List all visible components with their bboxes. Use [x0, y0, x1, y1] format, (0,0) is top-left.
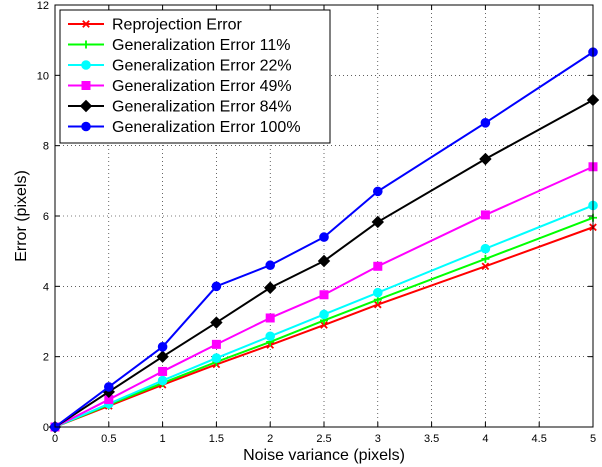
- x-tick-label: 4.5: [532, 433, 547, 445]
- data-point: [373, 186, 383, 197]
- ticks: 0 0.5 1 1.5 2 2.5 3 3.5 4 4.5 5 0 2 4 6 8 10 12: [37, 0, 596, 445]
- data-point: [157, 375, 168, 386]
- legend-box: [59, 9, 331, 144]
- data-point: [480, 118, 491, 128]
- data-point: [265, 313, 275, 323]
- legend: Reprojection Error Generalization Error 1…: [59, 9, 331, 144]
- data-point: [158, 366, 168, 376]
- legend-swatch-marker: [81, 121, 91, 132]
- legend-swatch-marker: [79, 99, 93, 113]
- data-point: [156, 350, 169, 363]
- legend-swatch-marker: [82, 20, 90, 28]
- data-point: [104, 382, 114, 392]
- x-tick-label: 3: [375, 433, 381, 445]
- data-point: [480, 210, 490, 220]
- data-point: [480, 243, 491, 254]
- data-point: [263, 281, 277, 294]
- y-tick-label: 4: [43, 281, 49, 293]
- legend-swatch-marker: [81, 60, 91, 70]
- x-tick-label: 2: [267, 433, 273, 445]
- x-axis-title: Noise variance (pixels): [243, 447, 405, 464]
- data-point: [479, 152, 492, 166]
- legend-label: Generalization Error 84%: [112, 99, 292, 116]
- data-point: [265, 331, 276, 342]
- y-tick-label: 10: [37, 70, 49, 82]
- x-tick-label: 2.5: [316, 433, 331, 445]
- data-point: [211, 353, 222, 363]
- x-tick-label: 1.5: [209, 433, 224, 445]
- x-tick-label: 4: [482, 433, 488, 445]
- y-tick-label: 0: [43, 422, 49, 434]
- x-tick-label: 3.5: [424, 433, 439, 445]
- data-point: [157, 342, 168, 352]
- data-point: [481, 254, 490, 263]
- legend-item: Generalization Error 49%: [68, 78, 292, 95]
- data-point: [265, 260, 276, 271]
- legend-item: Generalization Error 11%: [68, 37, 290, 54]
- data-point: [320, 321, 328, 329]
- y-axis-title: Error (pixels): [13, 170, 30, 262]
- x-tick-label: 5: [590, 433, 596, 445]
- legend-label: Generalization Error 22%: [112, 58, 292, 75]
- y-tick-label: 12: [37, 0, 49, 12]
- x-tick-label: 0.5: [101, 433, 116, 445]
- legend-item: Generalization Error 84%: [68, 99, 292, 116]
- series-layer: [48, 47, 600, 434]
- legend-label: Generalization Error 100%: [112, 119, 301, 136]
- data-point: [373, 287, 383, 298]
- legend-label: Generalization Error 49%: [112, 78, 292, 95]
- legend-item: Generalization Error 22%: [68, 58, 292, 75]
- data-point: [211, 339, 221, 349]
- data-point: [210, 316, 223, 329]
- legend-item: Reprojection Error: [68, 17, 243, 34]
- legend-label: Generalization Error 11%: [112, 37, 290, 54]
- legend-label: Reprojection Error: [112, 17, 243, 34]
- data-point: [371, 215, 385, 229]
- y-tick-label: 8: [43, 141, 49, 153]
- y-tick-label: 2: [43, 352, 49, 364]
- legend-swatch-marker: [82, 40, 90, 49]
- data-point: [317, 254, 331, 268]
- data-point: [373, 300, 382, 309]
- x-tick-label: 0: [52, 433, 58, 445]
- x-tick-label: 1: [160, 433, 166, 445]
- data-point: [481, 262, 490, 271]
- legend-item: Generalization Error 100%: [68, 119, 301, 136]
- data-point: [211, 281, 222, 292]
- data-point: [319, 232, 329, 242]
- data-point: [319, 309, 329, 320]
- data-point: [373, 261, 383, 271]
- legend-swatch-marker: [81, 81, 91, 90]
- y-tick-label: 6: [43, 211, 49, 223]
- data-point: [319, 290, 329, 300]
